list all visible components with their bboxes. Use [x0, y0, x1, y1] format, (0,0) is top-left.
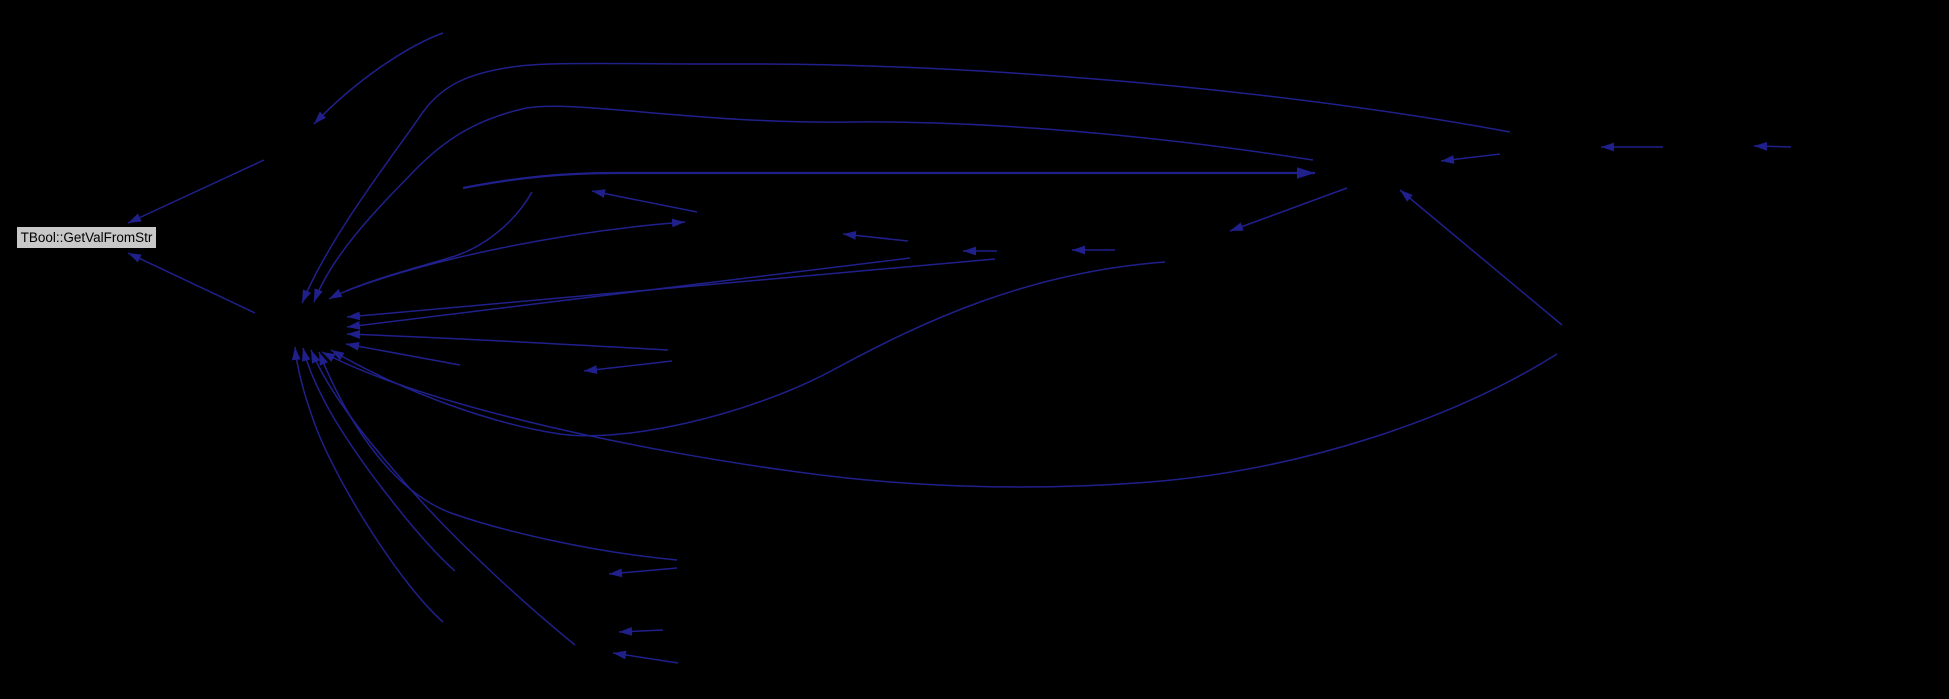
edge-bottom-arrow-1	[608, 567, 678, 578]
edge-long-swoop-lower	[313, 105, 1314, 303]
edge-rightnode-down-to-midnode	[1229, 187, 1348, 232]
edge-bottomright-big-swoop-to-fan	[321, 351, 1558, 488]
edge-bottomright-up-to-rightnode	[1399, 189, 1563, 326]
edge-long-horizontal-to-right-node	[462, 167, 1315, 190]
edge-short-arrow-up-left-mid	[591, 189, 698, 213]
graph-node-getvalfromstr: TBool::GetValFromStr	[16, 226, 157, 249]
edge-bottom-steep-curve-3	[310, 349, 576, 646]
edge-fan-curve-to-mid-node	[345, 218, 686, 292]
edge-top-arc-to-topleft-node	[313, 32, 444, 125]
edge-bottom-steep-curve-2	[301, 347, 456, 572]
edge-midnode-curve-to-fan-top	[328, 191, 533, 300]
edge-bottom-shallow-curve	[318, 351, 678, 561]
edge-bottom-arrow-3	[612, 650, 679, 664]
edge-bottom-steep-curve-1	[291, 346, 444, 623]
edge-nk-to-fan	[345, 342, 461, 366]
edge-fan-node-to-box-bottom	[127, 252, 256, 314]
edge-diagonal-to-fan-2	[346, 257, 911, 330]
edge-short-arrow-mid-a9	[842, 231, 909, 242]
edge-long-swoop-upper	[301, 62, 1511, 304]
edge-nm-to-nk-arrow	[583, 360, 673, 374]
edge-nm-line-to-fan	[346, 330, 669, 351]
edge-mid-big-curve-to-fan-bottom	[330, 261, 1166, 437]
edge-right-short-diagonal	[1440, 153, 1501, 164]
edge-topleft-node-to-box-top	[127, 159, 265, 224]
edge-far-right-chain-2	[1753, 141, 1792, 151]
edge-bottom-arrow-2	[618, 627, 664, 636]
